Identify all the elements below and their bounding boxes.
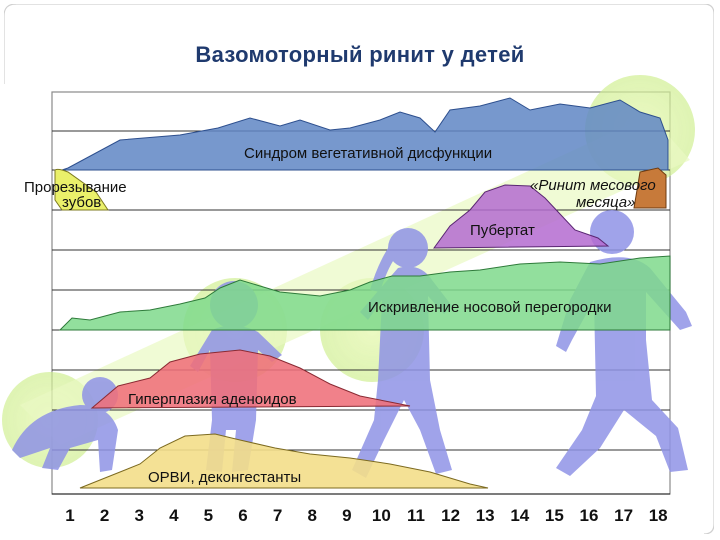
x-axis-tick-label: 11 [407, 506, 425, 525]
adenoid-label: Гиперплазия аденоидов [128, 391, 297, 408]
x-axis-tick-label: 9 [342, 506, 352, 525]
orvi-band [79, 433, 489, 489]
rhinitis-month-band [633, 167, 667, 209]
x-axis-tick-label: 6 [238, 506, 248, 525]
adenoid-band [90, 349, 411, 409]
puberty-label: Пубертат [470, 222, 535, 239]
x-axis-tick-label: 17 [614, 506, 634, 525]
slide-title: Вазомоторный ринит у детей [195, 42, 525, 67]
x-axis-tick-label: 1 [65, 506, 75, 525]
x-axis-tick-label: 2 [99, 506, 110, 525]
x-axis-tick-label: 16 [579, 506, 599, 525]
x-axis-tick-label: 18 [648, 506, 668, 525]
x-axis-tick-label: 5 [203, 506, 214, 525]
veg-dysfunction-label: Синдром вегетативной дисфункции [244, 145, 493, 162]
x-axis-tick-label: 13 [475, 506, 495, 525]
x-axis-tick-label: 14 [510, 506, 530, 525]
x-axis-tick-label: 4 [169, 506, 179, 525]
puberty-band [433, 184, 610, 249]
orvi-label: ОРВИ, деконгестанты [148, 469, 302, 486]
slide-frame [4, 4, 714, 534]
x-axis-tick-label: 12 [441, 506, 461, 525]
septum-band [58, 255, 671, 331]
rhinitis-month-label-line1: «Ринит месового [530, 177, 656, 194]
teeth-band [54, 168, 109, 211]
x-axis-tick-label: 15 [544, 506, 564, 525]
x-axis-tick-label: 8 [307, 506, 317, 525]
teeth-label-line1: Прорезывание [24, 179, 127, 196]
veg-dysfunction-band [61, 97, 669, 171]
teeth-label-line2: зубов [62, 194, 102, 211]
x-axis-tick-label: 3 [134, 506, 144, 525]
septum-label: Искривление носовой перегородки [368, 299, 612, 316]
rhinitis-month-label-line2: месяца» [576, 194, 636, 211]
x-axis-tick-label: 7 [272, 506, 283, 525]
x-axis-tick-label: 10 [371, 506, 391, 525]
